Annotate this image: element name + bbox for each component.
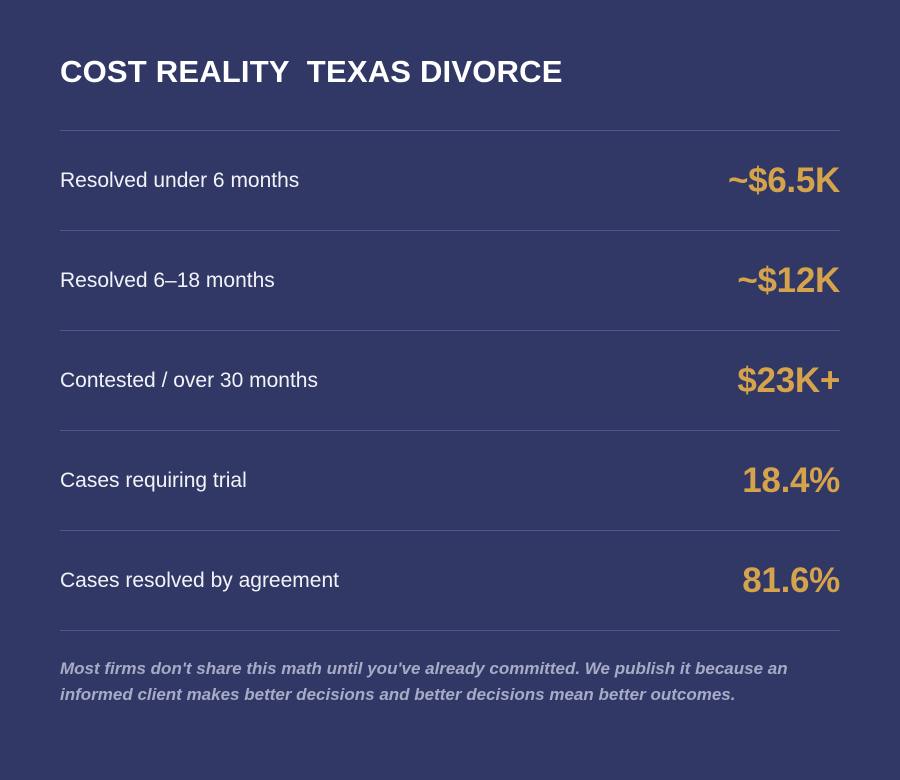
table-row: Resolved under 6 months ~$6.5K xyxy=(60,131,840,231)
row-label: Resolved 6–18 months xyxy=(60,268,275,292)
row-value: 81.6% xyxy=(742,560,840,600)
row-value: ~$6.5K xyxy=(727,160,840,200)
table-row: Resolved 6–18 months ~$12K xyxy=(60,231,840,331)
table-row: Cases requiring trial 18.4% xyxy=(60,431,840,531)
row-label: Cases requiring trial xyxy=(60,468,247,492)
row-value: 18.4% xyxy=(742,460,840,500)
row-label: Resolved under 6 months xyxy=(60,168,300,192)
row-value: ~$12K xyxy=(737,260,840,300)
table-row: Contested / over 30 months $23K+ xyxy=(60,331,840,431)
table-row: Cases resolved by agreement 81.6% xyxy=(60,531,840,631)
page-title: COST REALITY TEXAS DIVORCE xyxy=(60,54,563,89)
row-label: Cases resolved by agreement xyxy=(60,568,339,592)
footnote: Most firms don't share this math until y… xyxy=(60,659,788,704)
row-value: $23K+ xyxy=(737,360,840,400)
cost-table: Resolved under 6 months ~$6.5K Resolved … xyxy=(60,130,840,631)
row-label: Contested / over 30 months xyxy=(60,368,318,392)
